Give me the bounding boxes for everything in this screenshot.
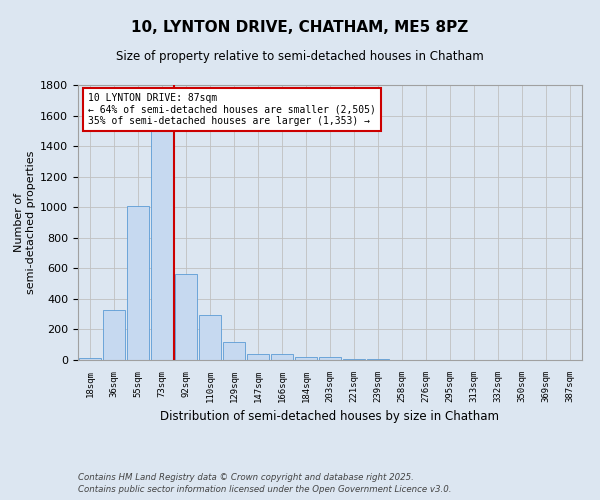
Bar [103,310,125,360]
Bar [295,357,317,360]
Bar [199,315,221,360]
Bar [175,274,197,360]
Bar [367,359,389,360]
Y-axis label: Number of
semi-detached properties: Number of semi-detached properties [14,151,36,294]
Bar [319,357,341,360]
X-axis label: Distribution of semi-detached houses by size in Chatham: Distribution of semi-detached houses by … [161,410,499,424]
Bar [79,358,101,360]
Text: 10, LYNTON DRIVE, CHATHAM, ME5 8PZ: 10, LYNTON DRIVE, CHATHAM, ME5 8PZ [131,20,469,35]
Text: Contains public sector information licensed under the Open Government Licence v3: Contains public sector information licen… [78,485,452,494]
Bar [151,131,173,360]
Bar [223,342,245,360]
Bar [271,354,293,360]
Text: Contains HM Land Registry data © Crown copyright and database right 2025.: Contains HM Land Registry data © Crown c… [78,472,414,482]
Text: 10 LYNTON DRIVE: 87sqm
← 64% of semi-detached houses are smaller (2,505)
35% of : 10 LYNTON DRIVE: 87sqm ← 64% of semi-det… [88,93,376,126]
Bar [343,359,365,360]
Bar [127,206,149,360]
Text: Size of property relative to semi-detached houses in Chatham: Size of property relative to semi-detach… [116,50,484,63]
Bar [247,354,269,360]
